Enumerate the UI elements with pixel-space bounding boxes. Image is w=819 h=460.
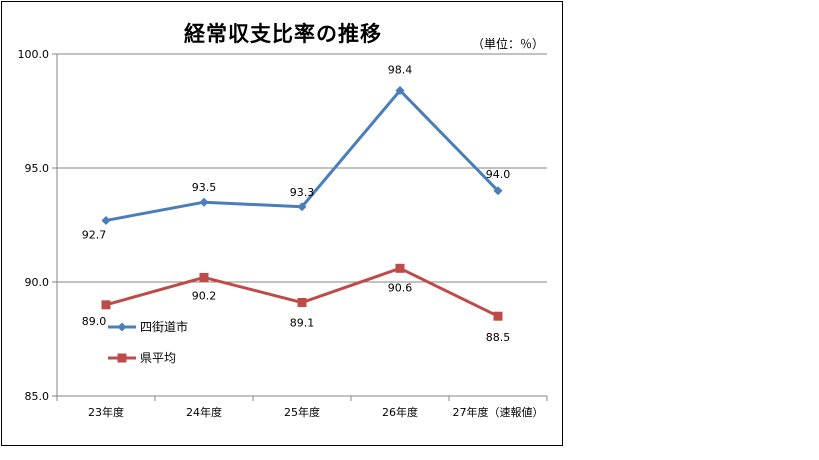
series-0-data-label-0: 92.7 [82, 228, 107, 241]
series-1-point-0 [101, 300, 111, 310]
y-tick-label-0: 85.0 [25, 390, 50, 403]
series-line-0 [105, 88, 500, 222]
series-0-point-4 [493, 186, 503, 196]
legend-marker-0 [117, 322, 127, 332]
series-0-data-label-4: 94.0 [486, 168, 511, 181]
series-1-data-label-0: 89.0 [82, 315, 107, 328]
series-0-data-label-3: 98.4 [388, 63, 413, 76]
series-0-point-2 [297, 202, 307, 212]
unit-label: （単位：％） [472, 37, 545, 51]
legend-label-1: 県平均 [140, 351, 176, 365]
x-tick-label-2: 25年度 [284, 405, 320, 419]
legend-marker-1 [117, 353, 127, 363]
y-tick-label-3: 100.0 [18, 48, 50, 61]
series-0-point-0 [101, 215, 111, 225]
chart-frame: 経常収支比率の推移 （単位：％） [1, 1, 563, 446]
x-tick-label-3: 26年度 [382, 405, 418, 419]
series-0-point-3 [395, 85, 405, 95]
chart-title: 経常収支比率の推移 [184, 22, 382, 46]
series-1-point-4 [493, 311, 503, 321]
legend-label-0: 四街道市 [140, 319, 188, 334]
series-0-point-1 [199, 197, 209, 207]
series-0-data-label-2: 93.3 [290, 186, 315, 199]
series-line-1 [105, 266, 499, 318]
series-1-data-label-1: 90.2 [192, 289, 217, 302]
series-1-point-1 [199, 272, 209, 282]
series-1-data-label-2: 89.1 [290, 317, 315, 330]
series-1-data-label-4: 88.5 [486, 331, 511, 344]
y-tick-label-2: 95.0 [25, 162, 50, 175]
x-tick-label-1: 24年度 [186, 405, 222, 419]
series-0-data-label-1: 93.5 [192, 181, 217, 194]
y-tick-label-1: 90.0 [25, 276, 50, 289]
series-1-data-label-3: 90.6 [388, 281, 413, 294]
x-tick-label-4: 27年度（速報値） [453, 405, 544, 419]
series-1-point-2 [297, 298, 307, 308]
x-tick-label-0: 23年度 [88, 405, 124, 419]
series-1-point-3 [395, 263, 405, 273]
